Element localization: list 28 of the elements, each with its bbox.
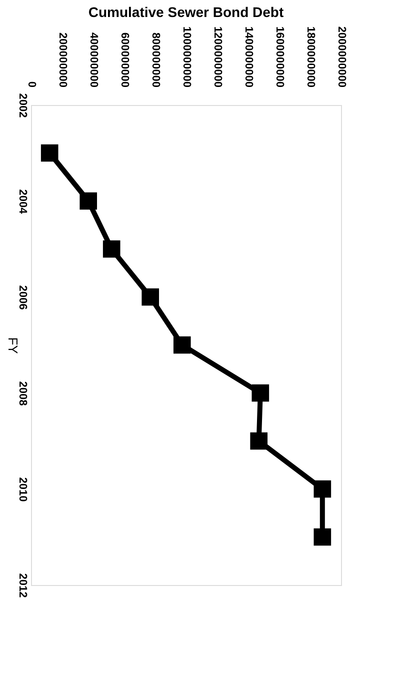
x-tick-label: 400000000 <box>88 32 100 88</box>
x-tick-label: 0 <box>26 81 38 88</box>
point <box>102 240 120 258</box>
x-tick-label: 200000000 <box>56 32 68 88</box>
x-tick-label: 1000000000 <box>180 26 192 88</box>
point <box>80 192 98 210</box>
x-tick-label: 600000000 <box>118 32 130 88</box>
point <box>173 336 191 354</box>
y-tick-label: 2002 <box>16 93 28 118</box>
y-tick-label: 2010 <box>16 477 28 502</box>
y-tick-label: 2004 <box>16 189 28 215</box>
point <box>314 528 332 546</box>
x-tick-label: 1200000000 <box>212 26 224 88</box>
point <box>142 288 160 306</box>
point <box>314 480 332 498</box>
y-tick-label: 2006 <box>16 285 28 310</box>
y-tick-label: 2008 <box>16 381 28 406</box>
point <box>252 384 270 402</box>
chart-title: Cumulative Sewer Bond Debt <box>88 4 284 20</box>
y-tick-label: 2012 <box>16 573 28 598</box>
x-tick-label: 800000000 <box>150 32 162 88</box>
y-axis-title: FY <box>6 337 20 354</box>
x-tick-label: 2000000000 <box>336 26 348 88</box>
x-tick-label: 1600000000 <box>274 26 286 88</box>
point <box>250 432 268 450</box>
x-tick-label: 1400000000 <box>242 26 254 88</box>
x-tick-label: 1800000000 <box>304 26 316 88</box>
point <box>40 144 58 162</box>
